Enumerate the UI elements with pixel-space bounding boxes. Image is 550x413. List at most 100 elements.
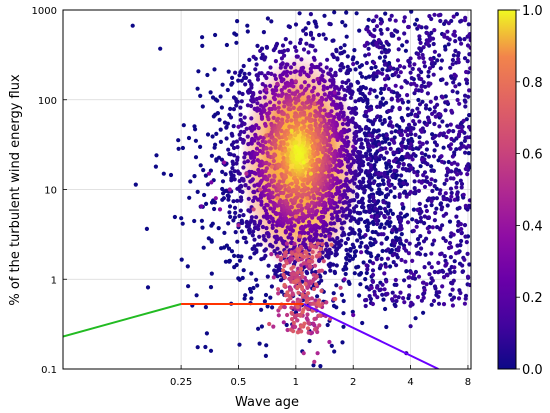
scatter-point: [412, 122, 417, 127]
scatter-point: [297, 248, 302, 253]
scatter-point: [358, 90, 363, 96]
scatter-point: [321, 140, 326, 145]
scatter-point: [226, 221, 231, 226]
scatter-point: [215, 111, 220, 116]
scatter-point: [371, 18, 376, 23]
scatter-point: [259, 199, 264, 204]
scatter-point: [282, 104, 287, 109]
scatter-point: [414, 146, 419, 151]
scatter-point: [381, 133, 386, 138]
scatter-point: [208, 285, 214, 290]
scatter-point: [450, 62, 455, 67]
scatter-point: [339, 144, 344, 149]
scatter-point: [393, 294, 398, 299]
scatter-point: [249, 116, 254, 121]
scatter-point: [188, 179, 193, 184]
scatter-point: [341, 311, 346, 316]
scatter-point: [198, 163, 203, 168]
scatter-point: [385, 256, 391, 261]
scatter-point: [463, 18, 468, 23]
scatter-point: [306, 105, 311, 110]
scatter-point: [386, 108, 391, 114]
scatter-point: [445, 123, 450, 128]
scatter-point: [296, 290, 301, 295]
scatter-point: [432, 238, 437, 243]
scatter-point: [210, 221, 215, 226]
scatter-point: [233, 210, 238, 215]
scatter-point: [324, 192, 329, 197]
scatter-point: [271, 158, 276, 164]
scatter-point: [251, 198, 256, 203]
scatter-point: [441, 275, 447, 280]
scatter-point: [327, 160, 332, 165]
scatter-point: [387, 17, 392, 22]
scatter-point: [264, 226, 269, 231]
scatter-point: [300, 274, 305, 279]
scatter-point: [228, 214, 233, 219]
scatter-point: [275, 81, 280, 86]
scatter-point: [418, 234, 423, 239]
scatter-point: [264, 146, 269, 151]
scatter-point: [357, 293, 362, 298]
scatter-point: [276, 313, 281, 318]
scatter-point: [396, 164, 401, 169]
scatter-point: [434, 206, 439, 211]
scatter-point: [293, 79, 298, 84]
scatter-point: [200, 104, 205, 109]
scatter-point: [462, 257, 467, 262]
scatter-point: [413, 113, 418, 118]
scatter-point: [307, 154, 312, 160]
scatter-point: [306, 231, 311, 236]
scatter-point: [235, 198, 240, 203]
scatter-point: [383, 306, 388, 312]
scatter-point: [431, 41, 436, 47]
scatter-point: [368, 163, 373, 168]
scatter-point: [449, 161, 454, 166]
scatter-point: [383, 61, 388, 66]
scatter-point: [214, 131, 219, 136]
scatter-point: [333, 252, 338, 257]
scatter-point: [426, 74, 431, 79]
scatter-point: [394, 282, 399, 287]
colorbar-ticks: 0.00.20.40.60.81.0: [516, 4, 543, 378]
scatter-point: [316, 216, 321, 221]
scatter-point: [367, 169, 372, 174]
scatter-point: [320, 242, 325, 247]
scatter-point: [376, 183, 381, 188]
scatter-point: [342, 87, 347, 92]
scatter-point: [247, 286, 253, 292]
scatter-point: [351, 144, 356, 149]
scatter-point: [442, 181, 447, 186]
scatter-point: [431, 72, 436, 77]
scatter-point: [424, 103, 429, 108]
scatter-point: [375, 285, 380, 290]
scatter-point: [350, 149, 356, 154]
scatter-point: [278, 236, 283, 241]
scatter-point: [299, 57, 304, 62]
scatter-point: [423, 84, 428, 89]
scatter-point: [223, 172, 228, 177]
scatter-point: [255, 197, 261, 202]
scatter-point: [243, 151, 248, 156]
scatter-point: [374, 41, 379, 46]
scatter-point: [295, 330, 300, 335]
scatter-point: [306, 50, 311, 55]
scatter-point: [357, 232, 362, 237]
scatter-point: [355, 79, 360, 85]
scatter-point: [462, 56, 468, 61]
scatter-point: [257, 341, 262, 346]
scatter-point: [378, 225, 383, 230]
scatter-point: [367, 156, 372, 161]
scatter-point: [401, 161, 406, 167]
scatter-point: [313, 118, 318, 123]
scatter-point: [298, 244, 304, 249]
scatter-point: [438, 18, 443, 24]
scatter-point: [347, 232, 352, 237]
scatter-point: [387, 215, 392, 220]
scatter-point: [457, 205, 462, 210]
scatter-point: [392, 185, 397, 190]
scatter-point: [281, 272, 286, 277]
scatter-point: [308, 43, 313, 48]
scatter-point: [380, 140, 385, 145]
scatter-point: [316, 300, 321, 305]
